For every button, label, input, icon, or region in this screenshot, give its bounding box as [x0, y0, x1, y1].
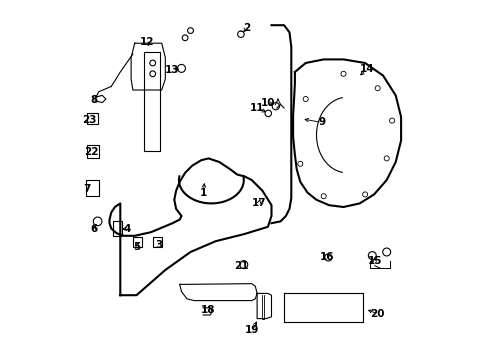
Text: 16: 16: [319, 252, 334, 262]
Text: 23: 23: [81, 114, 96, 125]
Text: 3: 3: [155, 240, 162, 250]
Text: 17: 17: [251, 198, 265, 208]
Text: 12: 12: [139, 37, 154, 48]
Text: 9: 9: [318, 117, 325, 127]
Text: 21: 21: [233, 261, 247, 271]
Text: 6: 6: [90, 224, 98, 234]
Text: 8: 8: [90, 95, 98, 105]
Text: 22: 22: [84, 147, 99, 157]
Text: 5: 5: [133, 242, 141, 252]
Text: 18: 18: [200, 305, 215, 315]
Text: 2: 2: [242, 23, 249, 33]
Text: 13: 13: [165, 65, 180, 75]
Text: 15: 15: [367, 256, 381, 266]
Text: 7: 7: [83, 184, 90, 194]
Text: 11: 11: [249, 103, 264, 113]
Text: 1: 1: [199, 188, 206, 198]
Text: 20: 20: [370, 309, 384, 319]
Text: 10: 10: [260, 98, 275, 108]
Text: 14: 14: [359, 64, 373, 74]
Text: 19: 19: [244, 325, 259, 336]
Text: 4: 4: [123, 224, 130, 234]
